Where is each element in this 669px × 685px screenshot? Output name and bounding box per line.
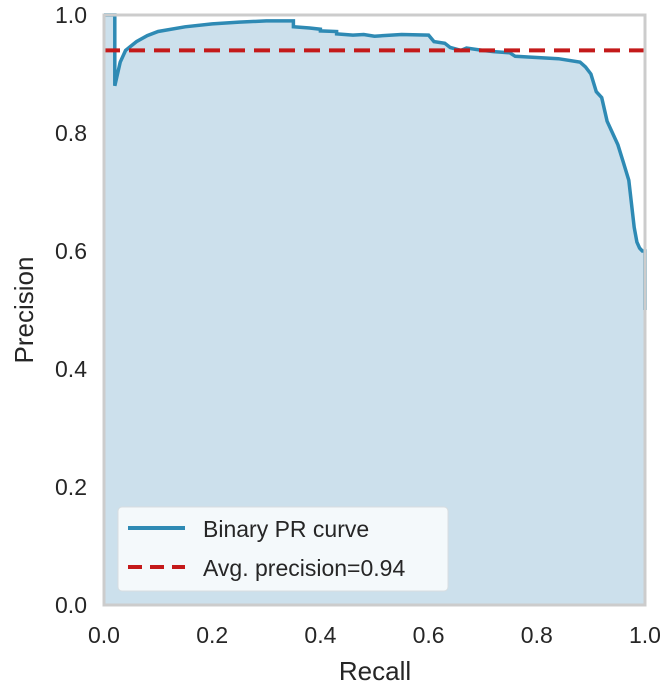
y-tick-label: 0.0 [55,592,87,618]
y-tick-label: 0.8 [55,120,87,146]
legend: Binary PR curve Avg. precision=0.94 [117,506,449,592]
pr-area-fill-layer [104,15,645,605]
y-tick-label: 0.2 [55,474,87,500]
legend-label-avg-precision: Avg. precision=0.94 [203,555,405,581]
pr-area-fill [104,15,645,605]
y-tick-label: 1.0 [55,2,87,28]
legend-box [117,506,449,592]
binary-pr-curve [104,13,647,310]
x-tick-label: 0.6 [413,622,445,648]
x-tick-label: 0.8 [521,622,553,648]
plot-frame [102,13,647,607]
tick-labels: 0.0 0.2 0.4 0.6 0.8 1.0 0.0 0.2 0.4 0.6 0.8 1.0 [55,2,661,648]
plot-border [102,13,647,607]
x-tick-label: 0.2 [196,622,228,648]
y-tick-label: 0.4 [55,356,87,382]
x-axis-label: Recall [339,656,411,685]
series-layer [104,13,647,310]
x-tick-label: 1.0 [629,622,661,648]
y-tick-label: 0.6 [55,238,87,264]
x-tick-label: 0.4 [304,622,336,648]
legend-label-pr-curve: Binary PR curve [203,516,369,542]
y-axis-label: Precision [9,257,39,364]
x-tick-label: 0.0 [88,622,120,648]
